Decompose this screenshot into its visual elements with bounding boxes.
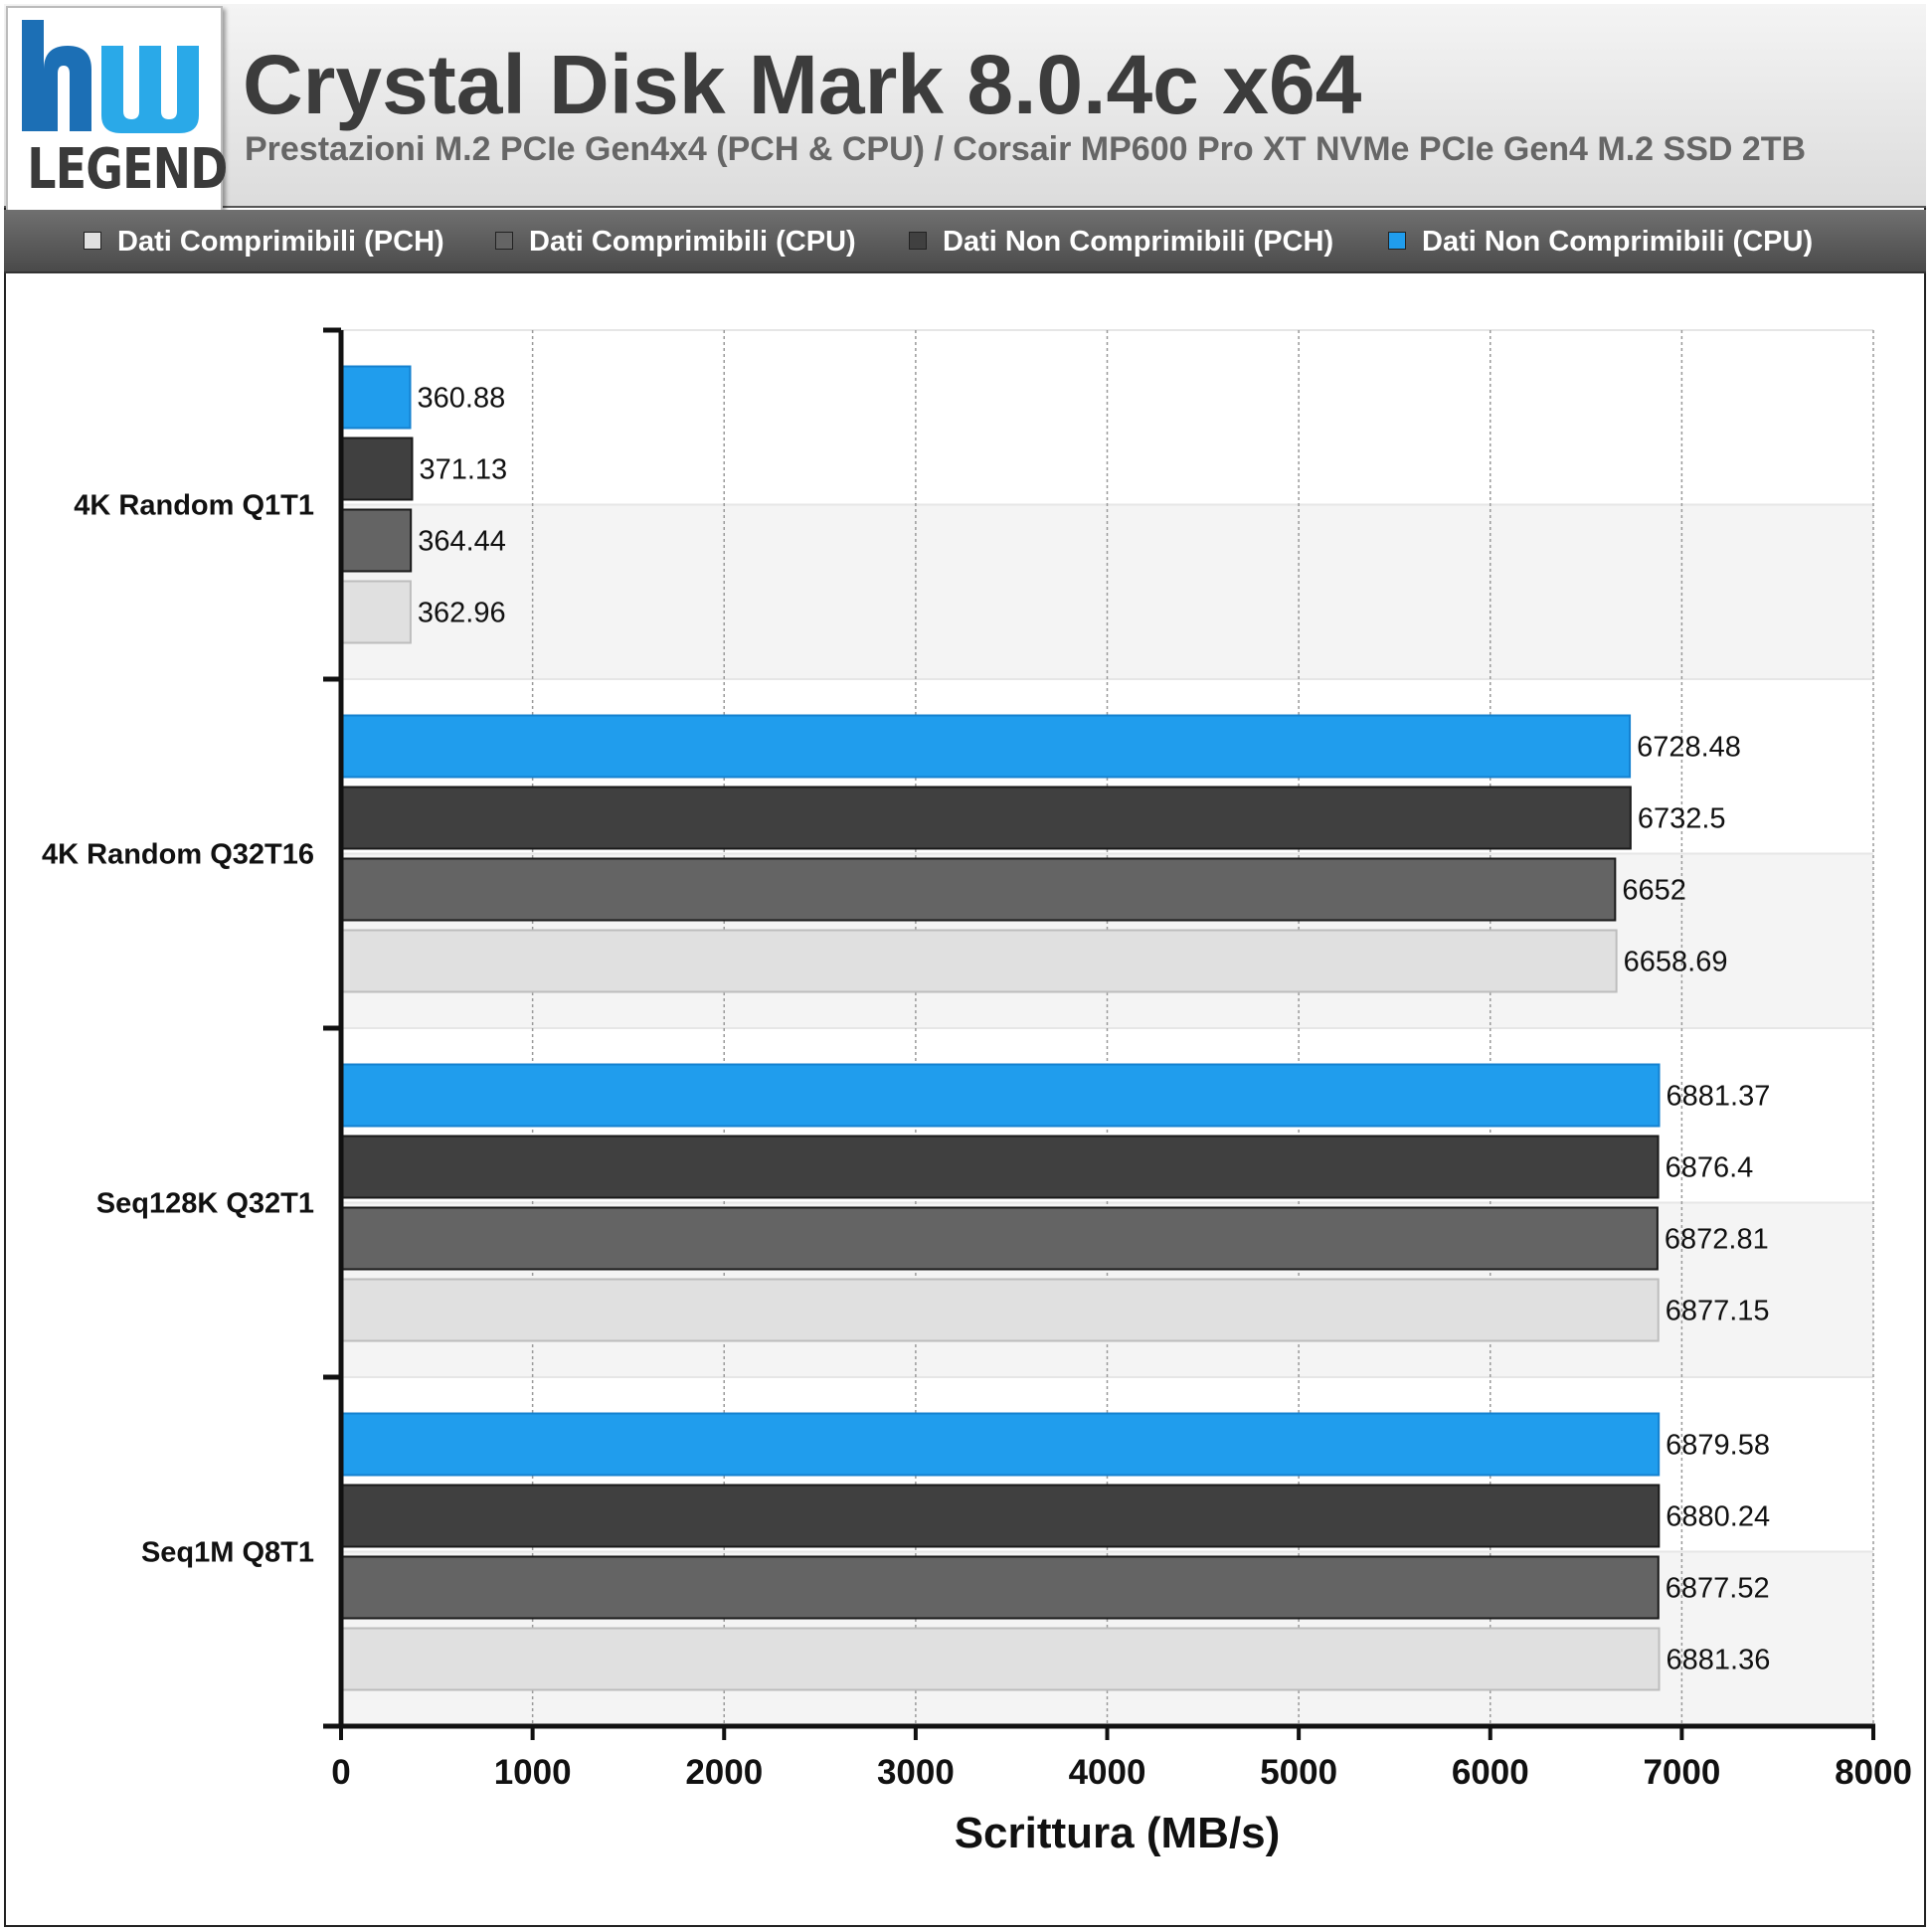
bar [340,786,1632,850]
bar-value-label: 6728.48 [1637,732,1741,764]
x-axis-title: Scrittura (MB/s) [955,1809,1281,1857]
bar-value-label: 6658.69 [1624,947,1728,978]
x-tick-label: 4000 [1069,1753,1146,1792]
bar [340,1206,1659,1271]
bar [340,1063,1661,1128]
legend-swatch [495,232,513,250]
category-label: Seq128K Q32T1 [96,1188,314,1220]
bar-value-label: 362.96 [418,598,506,629]
bar [340,1135,1660,1199]
chart-legend: Dati Comprimibili (PCH) Dati Comprimibil… [4,210,1926,273]
bar-value-label: 6881.37 [1667,1081,1771,1113]
legend-swatch [909,232,927,250]
x-tick-label: 7000 [1643,1753,1720,1792]
legend-label: Dati Comprimibili (CPU) [529,226,856,258]
bar [340,714,1632,779]
legend-swatch [1388,232,1406,250]
bar [340,929,1618,993]
x-tick-label: 3000 [877,1753,955,1792]
x-tick-label: 6000 [1452,1753,1529,1792]
bar-value-label: 6879.58 [1666,1430,1770,1462]
bar [340,437,414,501]
bar [340,1484,1661,1548]
bar-value-label: 371.13 [419,454,507,486]
hwlegend-logo: LEGEND [6,6,228,217]
bar-value-label: 364.44 [418,526,506,558]
bar-value-label: 6872.81 [1665,1224,1769,1256]
bar-value-label: 6732.5 [1638,803,1726,835]
logo-mark-icon [22,20,199,133]
category-label: 4K Random Q1T1 [74,490,314,522]
bar [340,857,1617,922]
x-tick-label: 5000 [1260,1753,1337,1792]
bar [340,508,413,573]
bar-value-label: 6881.36 [1667,1645,1771,1676]
category-label: 4K Random Q32T16 [42,839,314,871]
chart-subtitle: Prestazioni M.2 PCIe Gen4x4 (PCH & CPU) … [245,130,1807,168]
legend-label: Dati Non Comprimibili (PCH) [943,226,1334,258]
legend-label: Dati Comprimibili (PCH) [117,226,444,258]
chart-header: Crystal Disk Mark 8.0.4c x64 Prestazioni… [4,4,1926,208]
x-tick-label: 0 [331,1753,350,1792]
bar [340,1555,1660,1620]
bar [340,580,412,644]
x-tick-label: 1000 [494,1753,572,1792]
bar-value-label: 6652 [1622,875,1686,907]
bar [340,1412,1661,1477]
bar-value-label: 6876.4 [1666,1152,1754,1184]
bar [340,365,412,430]
bar [340,1278,1660,1342]
legend-swatch [84,232,101,250]
bar-value-label: 6880.24 [1666,1501,1770,1533]
logo-wordmark: LEGEND [27,137,228,202]
legend-label: Dati Non Comprimibili (CPU) [1422,226,1814,258]
x-tick-label: 8000 [1835,1753,1912,1792]
bar-value-label: 6877.15 [1666,1296,1770,1327]
chart-title: Crystal Disk Mark 8.0.4c x64 [243,38,1362,131]
bar-value-label: 6877.52 [1666,1573,1770,1605]
category-label: Seq1M Q8T1 [141,1537,314,1569]
bar [340,1627,1661,1691]
x-tick-label: 2000 [685,1753,763,1792]
bar-value-label: 360.88 [418,383,506,415]
